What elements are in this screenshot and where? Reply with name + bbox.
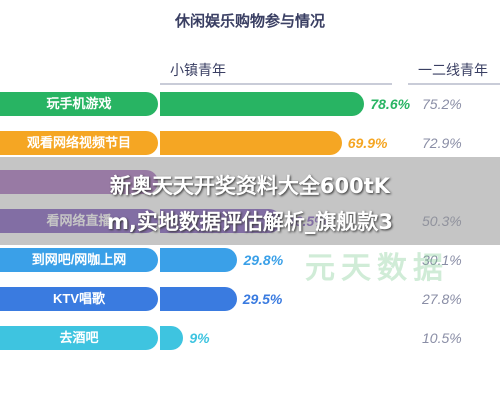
bar-small-town [160,248,238,272]
category-label: 玩手机游戏 [0,92,158,116]
column-header-small-town: 小镇青年 [170,62,226,78]
caption-overlay [0,157,500,245]
value-label-tier1: 27.8% [422,291,462,307]
value-label-tier1: 75.2% [422,96,462,112]
column-divider-small-town [160,83,392,85]
column-header-tier1: 一二线青年 [418,62,488,78]
value-label-small-town: 78.6% [370,96,411,112]
value-label-small-town: 29.5% [242,291,283,307]
bar-small-town [160,287,237,311]
bar-small-town [160,131,342,155]
value-label-small-town: 9% [189,330,210,346]
value-label-tier1: 10.5% [422,330,462,346]
overlay-caption-line2: m,实地数据评估解析_旗舰款3 [107,210,393,234]
category-label: 去酒吧 [0,326,158,350]
bar-small-town [160,92,365,116]
value-label-tier1: 30.1% [422,252,462,268]
category-label: 观看网络视频节目 [0,131,158,155]
category-label: 到网吧/网咖上网 [0,248,158,272]
chart-title: 休闲娱乐购物参与情况 [174,13,325,30]
overlay-caption-line1: 新奥天天开奖资料大全600tK [109,174,391,198]
column-divider-tier1 [408,83,500,85]
value-label-tier1: 72.9% [422,135,462,151]
bar-small-town [160,326,184,350]
watermark-logo: 元天数据 [305,252,449,285]
category-label: KTV唱歌 [0,287,158,311]
value-label-small-town: 69.9% [347,135,388,151]
value-label-small-town: 29.8% [243,252,284,268]
